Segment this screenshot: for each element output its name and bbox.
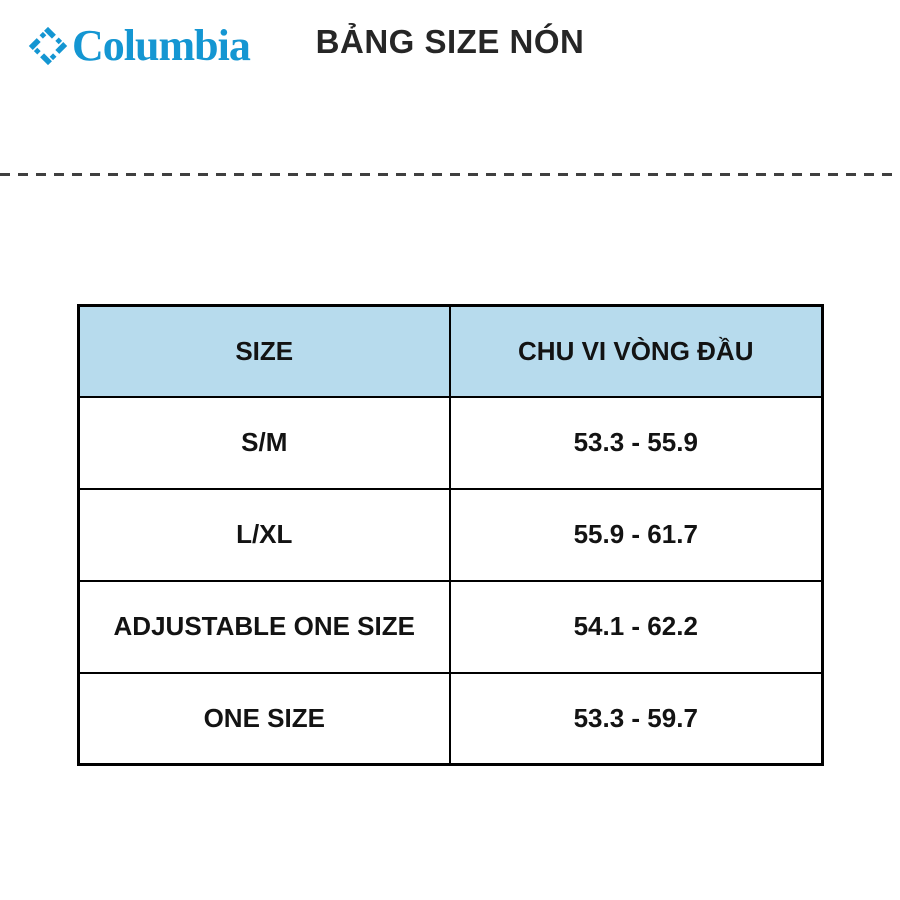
circumference-cell: 53.3 - 59.7 [449, 671, 823, 766]
table-row: ONE SIZE 53.3 - 59.7 [77, 671, 823, 766]
table-row: L/XL 55.9 - 61.7 [77, 487, 823, 582]
table-row: ADJUSTABLE ONE SIZE 54.1 - 62.2 [77, 579, 823, 674]
size-cell: ONE SIZE [77, 671, 451, 766]
table-header-row: SIZE CHU VI VÒNG ĐẦU [77, 304, 823, 398]
dashed-divider [0, 173, 900, 176]
page-title: BẢNG SIZE NÓN [315, 23, 585, 60]
size-cell: S/M [77, 395, 451, 490]
brand-logo: Columbia [27, 21, 251, 70]
circumference-cell: 53.3 - 55.9 [449, 395, 823, 490]
circumference-cell: 54.1 - 62.2 [449, 579, 823, 674]
size-chart-page: Columbia BẢNG SIZE NÓN SIZE CHU VI VÒNG … [0, 0, 900, 766]
table-row: S/M 53.3 - 55.9 [77, 395, 823, 490]
size-cell: L/XL [77, 487, 451, 582]
header: Columbia BẢNG SIZE NÓN [0, 0, 900, 88]
size-table: SIZE CHU VI VÒNG ĐẦU S/M 53.3 - 55.9 L/X… [76, 304, 824, 766]
circumference-cell: 55.9 - 61.7 [449, 487, 823, 582]
column-header-circumference: CHU VI VÒNG ĐẦU [449, 304, 823, 398]
columbia-gem-icon [28, 26, 68, 66]
size-cell: ADJUSTABLE ONE SIZE [77, 579, 451, 674]
brand-wordmark: Columbia [72, 21, 251, 70]
column-header-size: SIZE [77, 304, 451, 398]
